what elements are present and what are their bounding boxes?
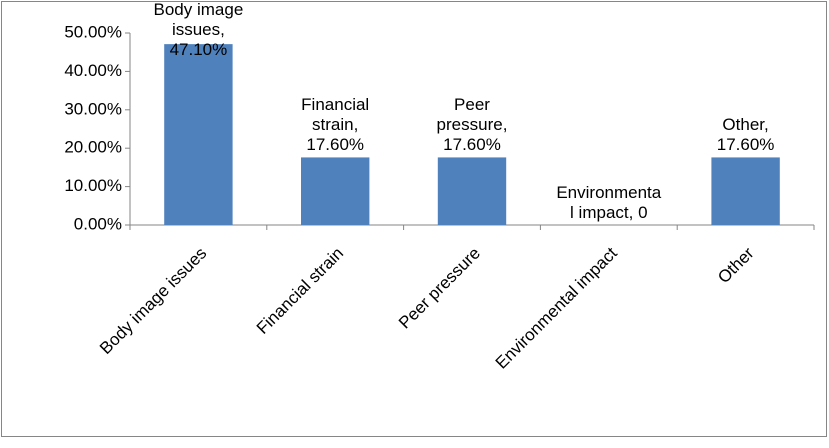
bar (437, 157, 507, 225)
data-label: Environmental impact, 0 (556, 183, 662, 222)
data-label: Body image issues, 47.10% (153, 0, 244, 59)
y-tick-label: 30.00% (64, 99, 122, 118)
data-label: Financial strain, 17.60% (301, 95, 370, 155)
chart-border (1, 1, 827, 437)
bar (711, 157, 780, 225)
bar (164, 44, 233, 225)
data-label: Peer pressure, 17.60% (436, 95, 508, 155)
y-tick-label: 10.00% (64, 176, 122, 195)
y-tick-label: 40.00% (64, 61, 122, 80)
bar (301, 157, 370, 225)
y-tick-label: 0.00% (74, 214, 122, 233)
data-label: Other, 17.60% (716, 115, 775, 155)
y-tick-label: 20.00% (64, 138, 122, 157)
y-tick-label: 50.00% (64, 22, 122, 41)
